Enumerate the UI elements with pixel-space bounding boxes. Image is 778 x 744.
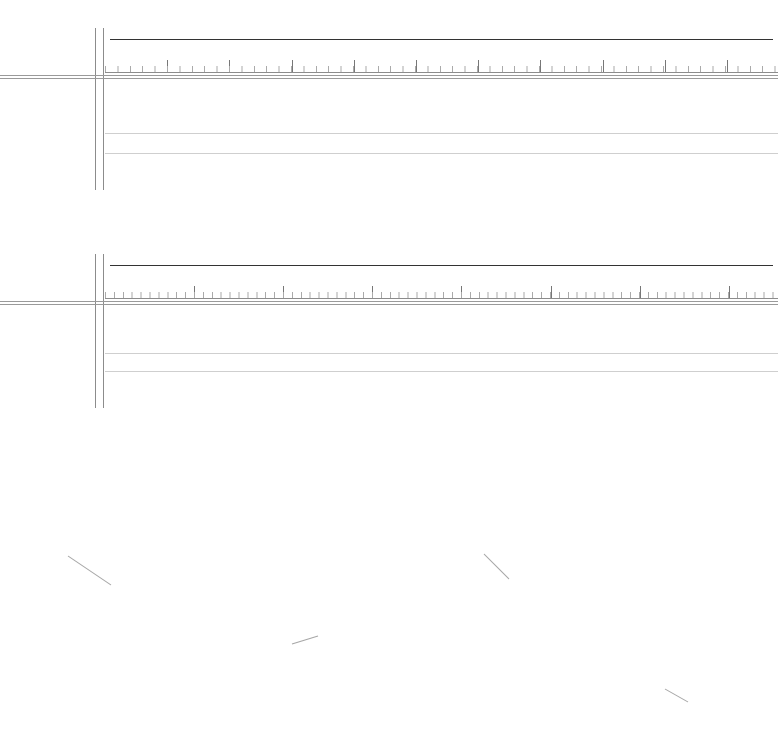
coverage-area-chip-b <box>105 371 778 372</box>
separator-line <box>0 304 778 305</box>
igv-panel-divider <box>103 254 104 408</box>
separator-line <box>0 301 778 302</box>
ruler-span-a <box>105 34 778 44</box>
ruler-span-line <box>110 265 773 266</box>
igv-ruler-b <box>105 254 778 299</box>
separator-line <box>0 75 778 76</box>
ruler-span-line <box>110 39 773 40</box>
igv-panel-divider <box>95 254 96 408</box>
coverage-area-input-a <box>105 133 778 134</box>
separator-line <box>0 78 778 79</box>
coverage-area-input-b <box>105 353 778 354</box>
igv-panel-divider <box>103 28 104 190</box>
ruler-span-b <box>105 260 778 270</box>
coverage-area-chip-a <box>105 153 778 154</box>
ruler-ticks-b <box>105 276 778 298</box>
coverage-track-chip-a <box>105 138 778 190</box>
coverage-track-chip-b <box>105 358 778 406</box>
coverage-track-input-b <box>105 308 778 356</box>
ruler-minor-ticks <box>105 66 778 72</box>
ruler-ticks-a <box>105 50 778 72</box>
pie-chart-regions-distribution <box>95 540 291 736</box>
pie-chart-reads-accumulation <box>480 551 673 744</box>
ruler-minor-ticks <box>105 292 778 298</box>
coverage-track-input-a <box>105 82 778 136</box>
igv-panel-divider <box>95 28 96 190</box>
igv-ruler-a <box>105 28 778 73</box>
